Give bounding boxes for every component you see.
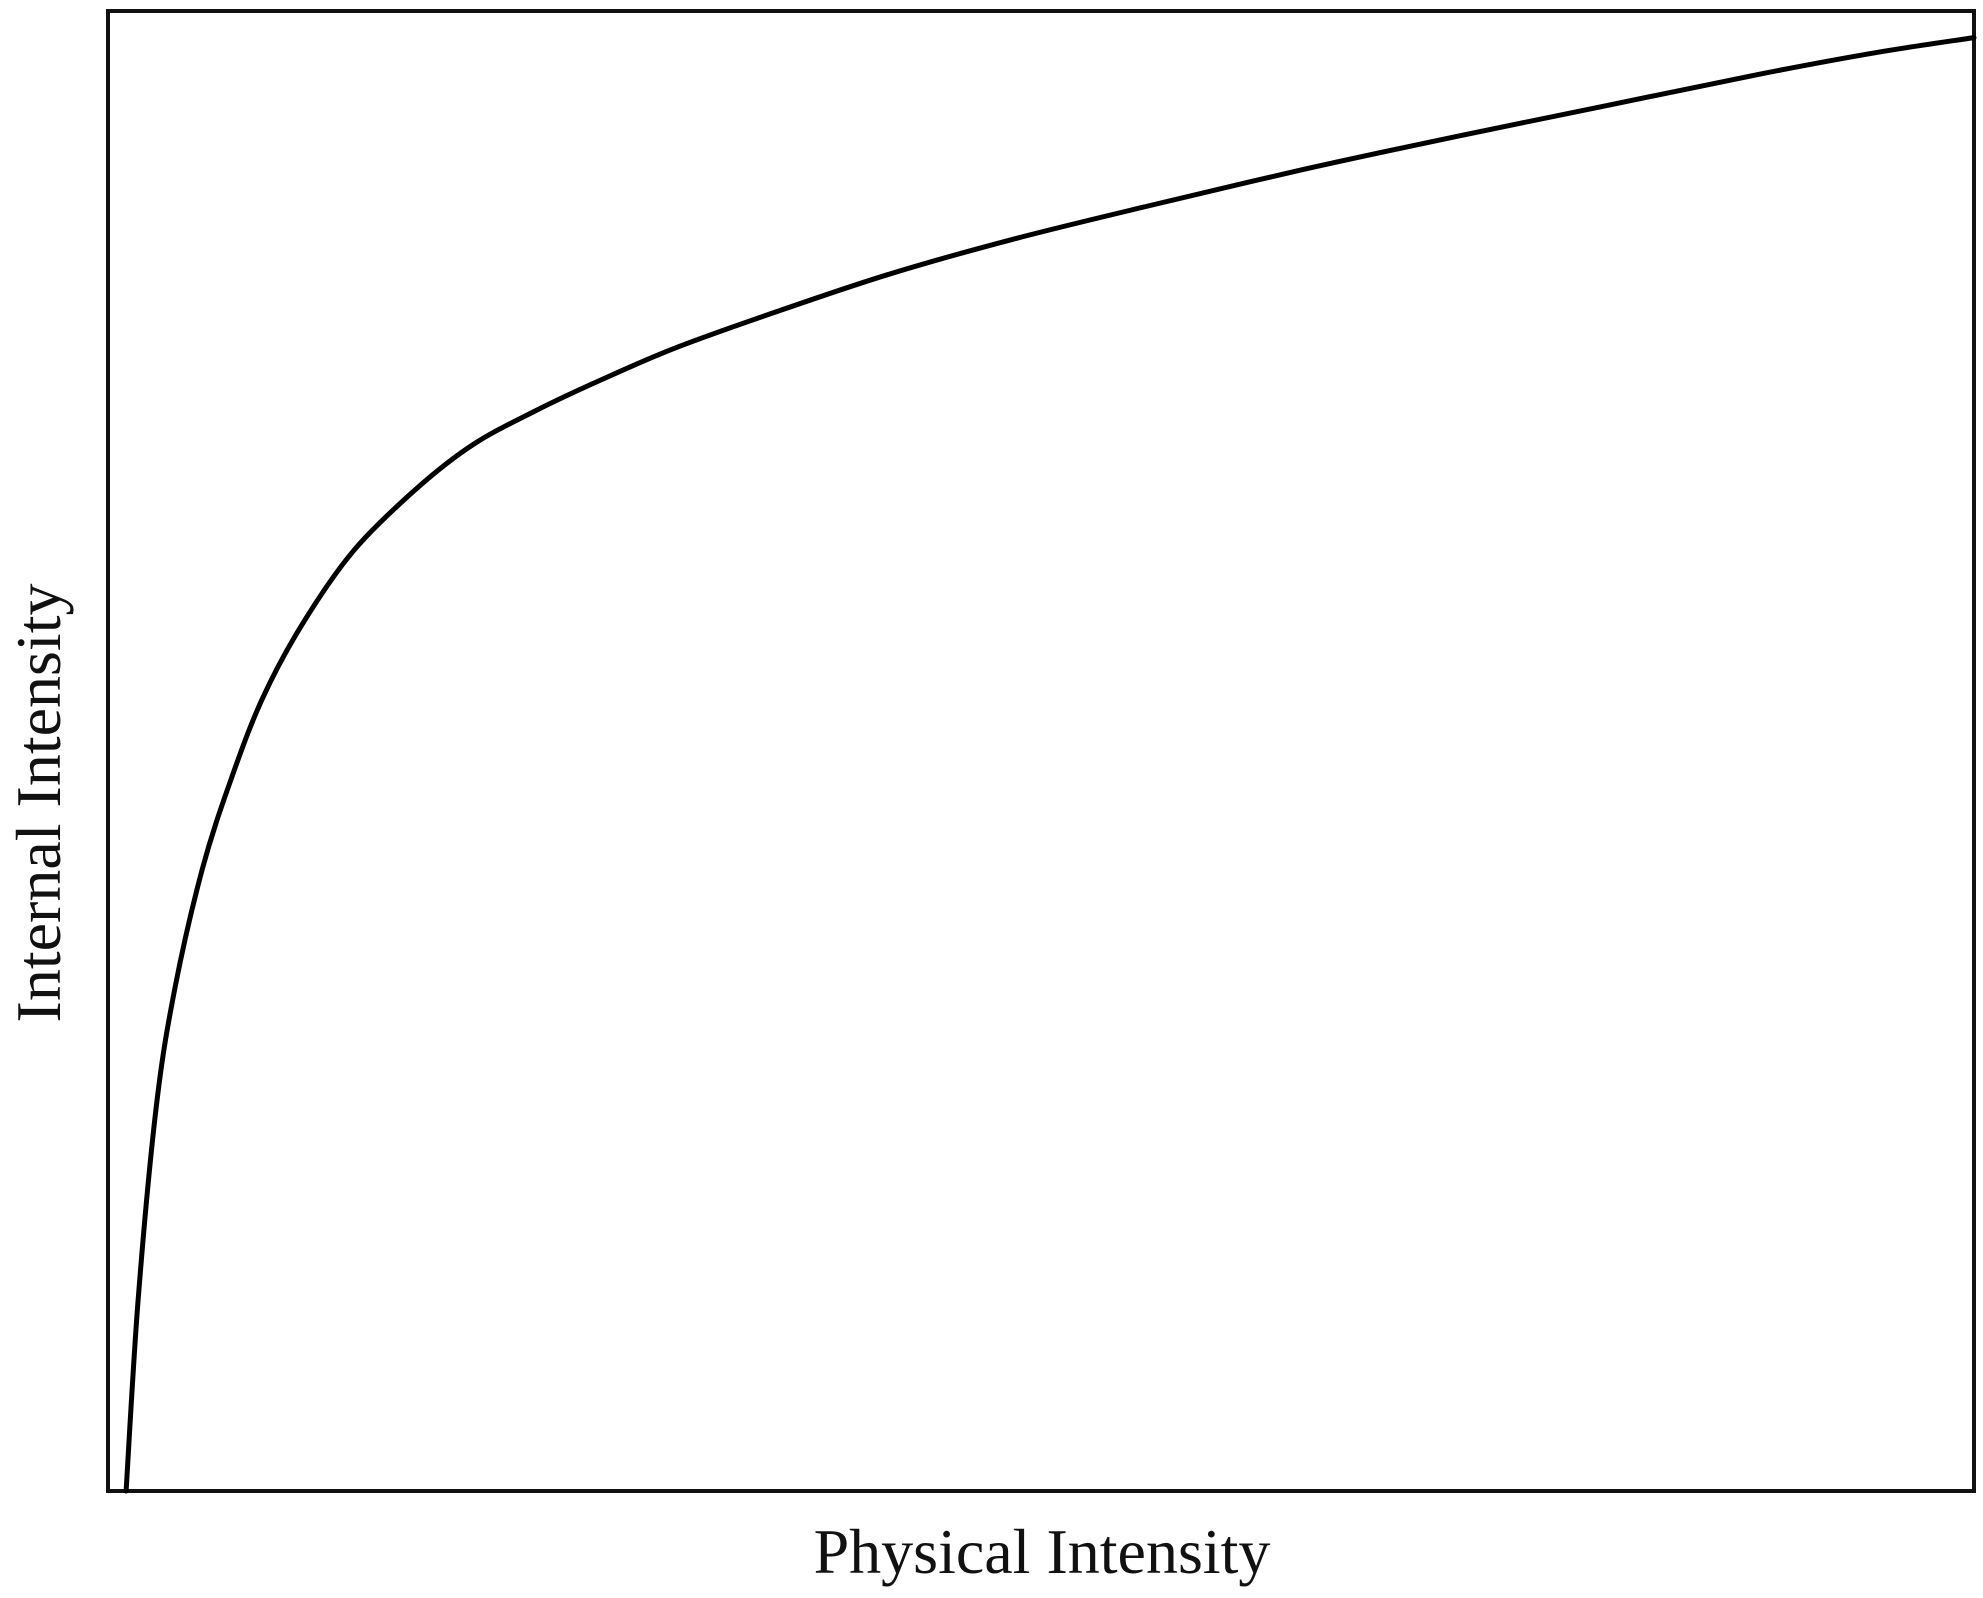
data-line (123, 35, 1977, 1494)
x-axis-label: Physical Intensity (814, 1516, 1271, 1587)
plot-frame (106, 9, 1976, 1493)
y-axis-label: Internal Intensity (3, 584, 74, 1023)
